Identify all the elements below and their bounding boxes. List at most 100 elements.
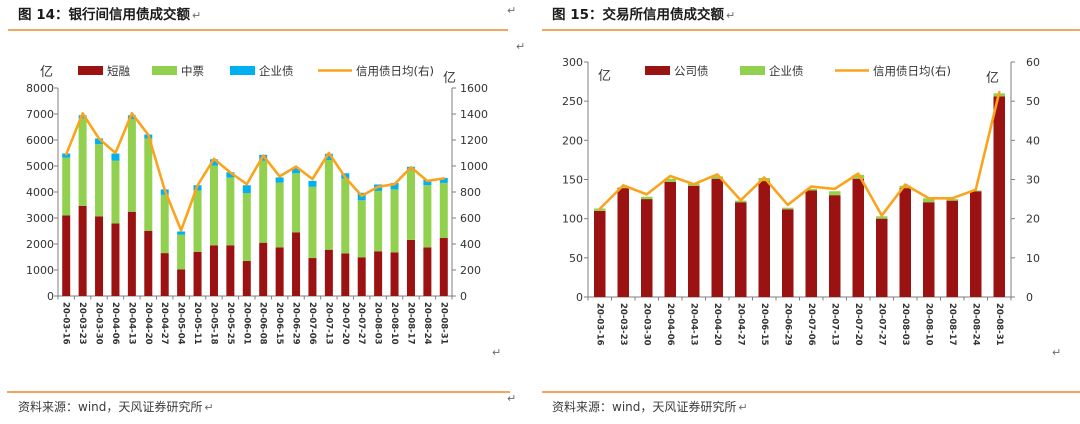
trend-line	[64, 112, 446, 232]
y-axis-left-tick-label: 0	[576, 291, 583, 304]
bar-segment-企业债	[946, 199, 958, 201]
legend-swatch-icon	[78, 66, 103, 75]
bar-segment-企业债	[62, 153, 71, 158]
y-axis-left-tick-label: 2000	[26, 238, 54, 251]
bar-segment-中票	[127, 119, 136, 212]
bar-segment-公司债	[970, 191, 982, 297]
bar-segment-企业债	[390, 182, 399, 190]
legend-item-短融: 短融	[78, 64, 130, 78]
bar-segment-企业债	[805, 188, 817, 191]
legend-label: 企业债	[259, 64, 294, 78]
y-axis-left-tick-label: 1000	[26, 264, 54, 277]
bar-segment-公司债	[829, 195, 841, 297]
bar-segment-企业债	[209, 159, 218, 166]
x-tick-label: 20-06-15	[759, 303, 769, 346]
x-tick-label: 20-07-06	[806, 303, 816, 346]
bar-segment-中票	[308, 186, 317, 259]
bar-segment-短融	[275, 247, 284, 296]
y-axis-right-tick-label: 400	[460, 238, 481, 251]
bar-segment-短融	[439, 238, 448, 296]
bar-segment-公司债	[852, 178, 864, 297]
legend-label: 信用债日均(右)	[356, 64, 434, 78]
y-axis-right-tick-label: 1400	[460, 108, 488, 121]
return-mark-icon: ↵	[492, 346, 502, 359]
bar-segment-短融	[226, 245, 235, 296]
bar-segment-企业债	[127, 115, 136, 120]
legend-swatch-icon	[645, 66, 670, 75]
x-tick-label: 20-08-17	[405, 302, 415, 345]
bar-segment-短融	[144, 230, 153, 296]
y-axis-right-tick-label: 1200	[460, 134, 488, 147]
bar-segment-企业债	[641, 196, 653, 200]
y-axis-left-tick-label: 6000	[26, 134, 54, 147]
x-tick-label: 20-07-27	[356, 302, 366, 345]
x-tick-label: 20-08-31	[994, 303, 1004, 346]
bar-segment-中票	[226, 177, 235, 246]
bar-segment-短融	[292, 232, 301, 296]
bar-segment-中票	[292, 173, 301, 233]
x-tick-label: 20-03-30	[641, 303, 651, 346]
x-tick-label: 20-03-16	[61, 302, 71, 345]
bar-segment-企业债	[899, 185, 911, 189]
x-tick-label: 20-06-01	[241, 302, 251, 345]
bar-segment-短融	[324, 249, 333, 296]
y-axis-left-tick-label: 0	[47, 290, 54, 303]
bar-segment-中票	[62, 157, 71, 216]
bar-segment-短融	[193, 251, 202, 296]
bar-segment-公司债	[641, 199, 653, 297]
x-tick-label: 20-08-31	[438, 302, 448, 345]
x-tick-label: 20-04-20	[143, 302, 153, 345]
legend-item-信用债日均(右): 信用债日均(右)	[318, 64, 434, 78]
bar-segment-企业债	[852, 174, 864, 179]
x-tick-label: 20-03-16	[594, 303, 604, 346]
x-tick-label: 20-06-29	[291, 302, 301, 345]
bar-segment-公司债	[735, 202, 747, 297]
legend-item-中票: 中票	[152, 64, 204, 78]
bar-segment-公司债	[688, 185, 700, 297]
y-axis-left-tick-label: 50	[569, 252, 583, 265]
right-axis-unit-label: 亿	[986, 71, 999, 86]
y-axis-right-tick-label: 600	[460, 212, 481, 225]
bar-segment-中票	[144, 138, 153, 231]
bar-segment-中票	[374, 190, 383, 252]
y-axis-right-tick-label: 20	[1026, 213, 1040, 226]
bar-segment-企业债	[829, 191, 841, 196]
y-axis-right-tick-label: 0	[460, 290, 467, 303]
bar-segment-企业债	[664, 178, 676, 182]
y-axis-right-tick-label: 200	[460, 264, 481, 277]
bar-segment-公司债	[594, 210, 606, 297]
bar-segment-企业债	[782, 207, 794, 210]
figure-14-title: 图 14：银行间信用债成交额 ↵	[18, 3, 201, 23]
bar-segment-中票	[78, 118, 87, 206]
y-axis-left-tick-label: 3000	[26, 212, 54, 225]
bar-segment-短融	[308, 258, 317, 296]
bar-segment-短融	[127, 211, 136, 296]
bar-segment-公司债	[899, 188, 911, 297]
bar-segment-中票	[341, 178, 350, 254]
bar-segment-中票	[439, 182, 448, 239]
y-axis-left-tick-label: 100	[562, 213, 583, 226]
return-mark-icon: ↵	[726, 9, 736, 22]
bar-segment-企业债	[923, 198, 935, 203]
y-axis-left-tick-label: 250	[562, 95, 583, 108]
figure-14-title-text: 图 14：银行间信用债成交额	[18, 7, 190, 23]
bar-segment-公司债	[923, 202, 935, 297]
legend-swatch-icon	[230, 66, 255, 75]
bar-segment-企业债	[292, 167, 301, 174]
bar-segment-企业债	[78, 115, 87, 119]
x-tick-label: 20-08-17	[947, 303, 957, 346]
y-axis-right-tick-label: 1600	[460, 82, 488, 95]
bar-segment-中票	[95, 144, 104, 217]
trend-line	[598, 90, 1001, 217]
y-axis-right-tick-label: 50	[1026, 95, 1040, 108]
bar-segment-中票	[209, 165, 218, 246]
figure-15-title-rule	[542, 29, 1080, 31]
bar-segment-短融	[62, 215, 71, 296]
x-tick-label: 20-04-20	[712, 303, 722, 346]
bar-segment-中票	[275, 182, 284, 248]
legend-label: 信用债日均(右)	[873, 64, 951, 78]
x-tick-label: 20-04-06	[110, 302, 120, 345]
bar-segment-中票	[390, 189, 399, 253]
return-mark-icon: ↵	[507, 4, 517, 17]
